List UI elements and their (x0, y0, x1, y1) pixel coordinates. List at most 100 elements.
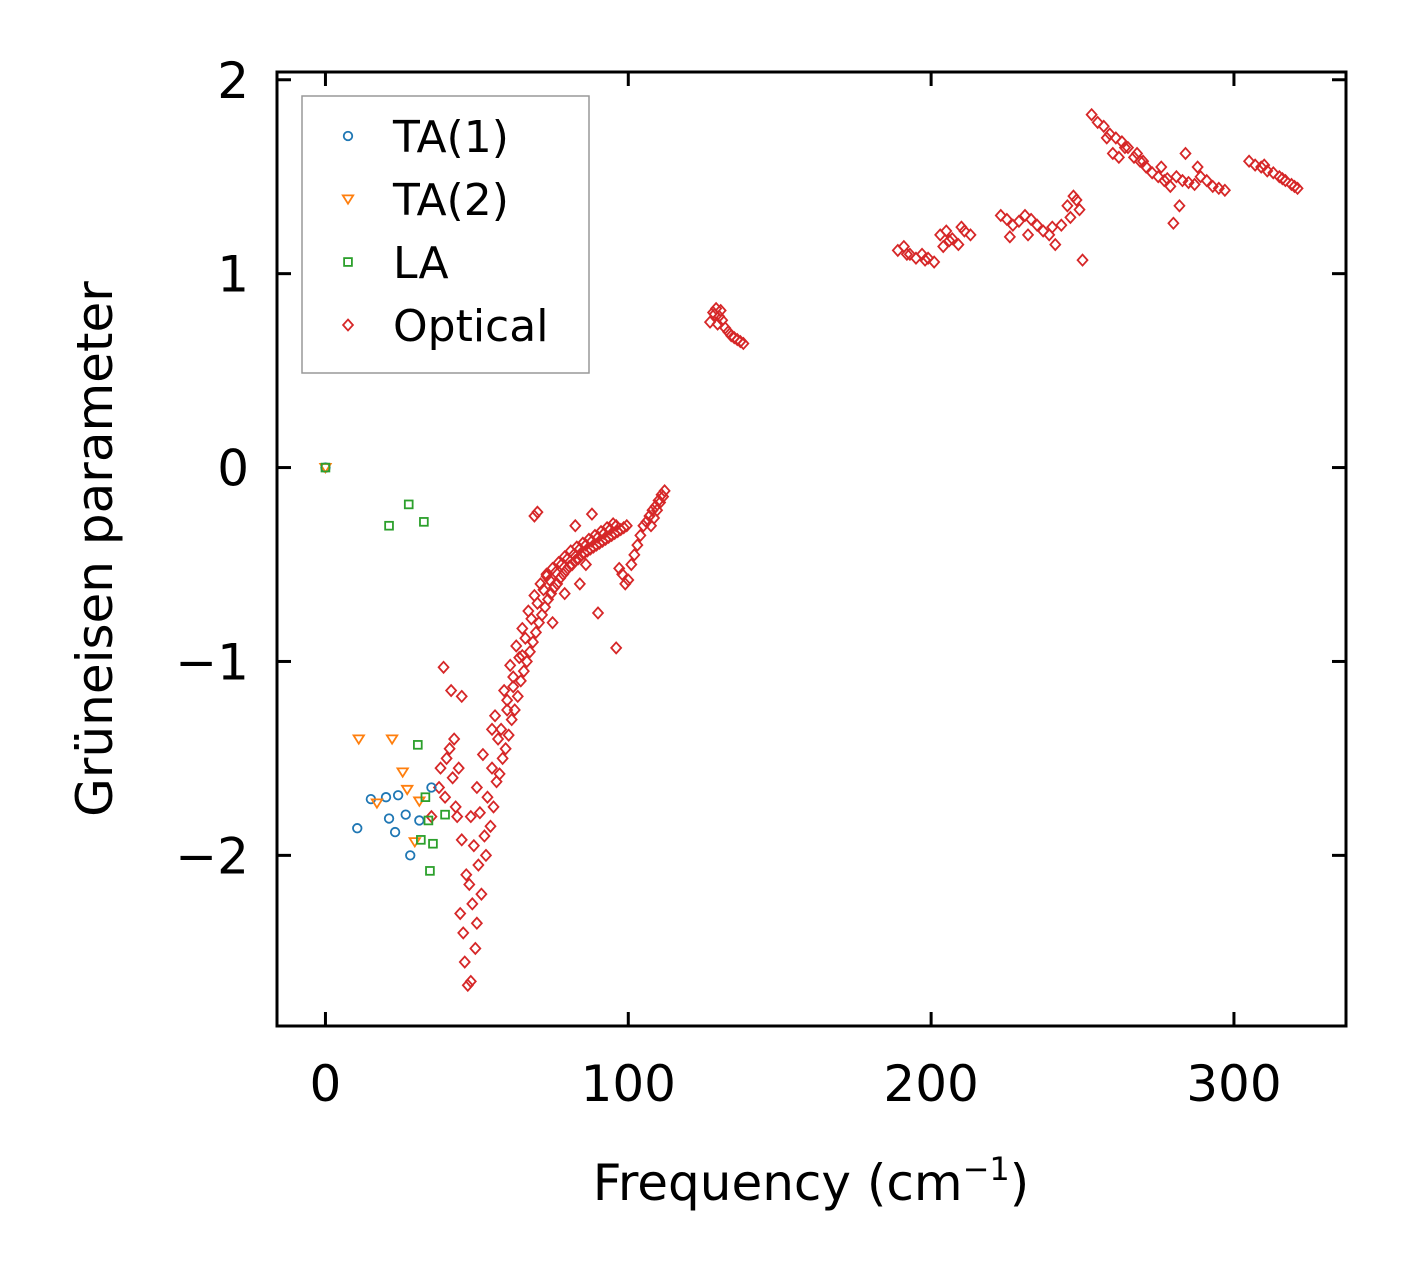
data-point (1136, 154, 1150, 168)
data-point (455, 833, 468, 847)
data-point (1085, 107, 1098, 122)
data-point (438, 790, 452, 804)
data-point (714, 303, 727, 318)
data-point (1191, 160, 1204, 174)
data-point (370, 798, 384, 810)
data-point (405, 850, 416, 861)
data-point (351, 734, 366, 746)
data-point (472, 858, 485, 872)
data-point (1267, 166, 1280, 180)
data-point (470, 780, 484, 795)
data-point (573, 577, 586, 591)
data-point (552, 555, 565, 570)
legend-label: Optical (393, 301, 548, 352)
x-tick-label: 300 (1186, 1055, 1281, 1113)
data-point (461, 978, 474, 993)
data-point (1127, 150, 1141, 165)
data-point (579, 557, 593, 572)
data-point (613, 561, 626, 576)
data-point (1176, 173, 1189, 188)
data-point (1188, 177, 1201, 192)
data-point (1012, 214, 1026, 229)
data-point (731, 332, 744, 347)
data-point (425, 866, 435, 876)
data-point (1091, 115, 1104, 130)
data-point (426, 782, 437, 793)
data-point (1273, 169, 1286, 184)
data-point (466, 897, 479, 911)
data-point (622, 573, 635, 587)
series-optical (425, 107, 1304, 993)
data-point (900, 247, 914, 262)
data-point (1106, 146, 1119, 161)
y-tick-label: 1 (217, 246, 249, 304)
legend-frame (301, 95, 590, 374)
data-point (443, 741, 456, 756)
data-point (479, 848, 493, 863)
data-point (540, 569, 553, 583)
data-point (452, 761, 465, 775)
data-point (937, 239, 950, 254)
data-point (952, 237, 965, 252)
data-point (1146, 166, 1159, 180)
data-point (656, 489, 670, 504)
data-point (395, 767, 410, 779)
data-point (955, 220, 968, 234)
legend-marker (342, 130, 354, 142)
data-point (634, 528, 647, 543)
data-point (481, 790, 494, 804)
data-point (628, 548, 641, 562)
series-la (320, 462, 450, 876)
data-point (534, 577, 547, 591)
data-point (915, 247, 929, 262)
data-point (964, 228, 977, 242)
data-point (547, 580, 561, 595)
legend-label: LA (393, 238, 449, 289)
data-point (513, 650, 526, 665)
data-point (494, 722, 508, 737)
data-point (446, 771, 459, 785)
data-point (646, 503, 659, 518)
data-point (352, 823, 363, 834)
data-point (585, 507, 599, 521)
data-point (1064, 210, 1077, 225)
data-point (1061, 198, 1074, 213)
data-point (385, 734, 399, 746)
data-point (940, 224, 953, 238)
data-point (943, 233, 956, 248)
data-point (1255, 160, 1268, 174)
data-point (1285, 177, 1298, 192)
ticks-layer: 0 100 200 300 −2 −1 0 1 2 (175, 52, 1346, 1113)
data-point (1212, 181, 1225, 196)
data-point (1155, 160, 1168, 174)
data-point (1109, 131, 1123, 145)
data-point (1218, 183, 1232, 198)
data-point (504, 658, 517, 673)
data-point (1055, 218, 1068, 232)
data-point (1182, 175, 1195, 190)
data-point (470, 916, 484, 931)
data-point (1173, 198, 1186, 213)
legend-entry: TA(1) (342, 112, 509, 163)
data-point (437, 660, 450, 675)
data-point (1046, 220, 1059, 234)
data-point (734, 334, 747, 349)
data-point (1170, 169, 1183, 184)
data-point (517, 664, 530, 678)
legend-entries: TA(1) TA(2) LA Optical (341, 112, 548, 352)
legend-label: TA(1) (392, 112, 509, 163)
data-point (737, 336, 750, 351)
data-point (444, 683, 458, 698)
data-point (496, 751, 509, 766)
data-point (903, 247, 917, 262)
y-tick-label: 0 (217, 440, 249, 498)
data-point (423, 815, 434, 826)
data-point (460, 867, 473, 882)
data-point (428, 838, 438, 849)
data-point (625, 557, 638, 572)
data-point (1130, 146, 1144, 161)
data-point (502, 728, 515, 742)
legend-marker (341, 194, 355, 206)
data-point (1021, 228, 1035, 242)
